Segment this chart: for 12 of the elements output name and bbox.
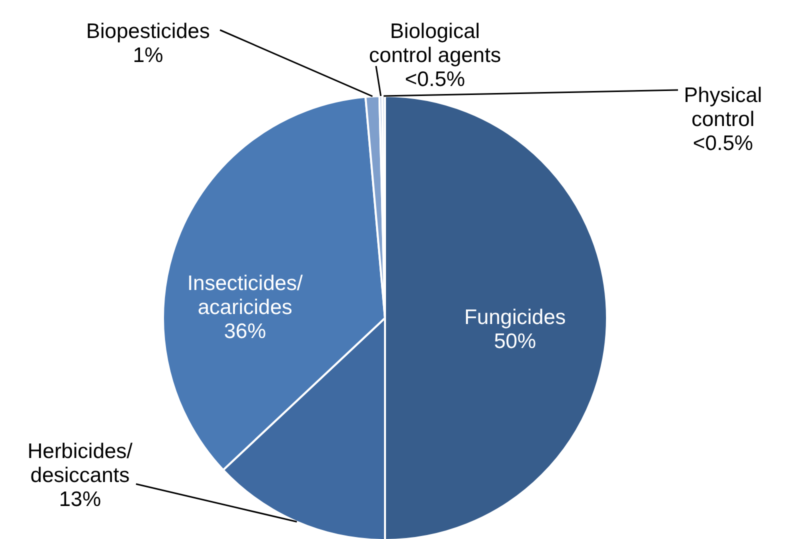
data-label: 50% — [494, 330, 536, 353]
slice-label: Physical control — [684, 84, 762, 131]
slice-label: Fungicides — [464, 306, 566, 329]
slice-label: Insecticides/acaricides — [187, 272, 303, 319]
slice-label: Biopesticides — [86, 20, 210, 43]
data-label: <0.5% — [692, 132, 754, 155]
data-label: 13% — [58, 488, 102, 511]
data-label: 36% — [224, 320, 266, 343]
data-label: 1% — [132, 44, 164, 67]
data-label: <0.5% — [404, 68, 466, 91]
slice-label: Biological control agents — [369, 20, 501, 67]
slice-label: Herbicides/desiccants — [27, 440, 133, 487]
